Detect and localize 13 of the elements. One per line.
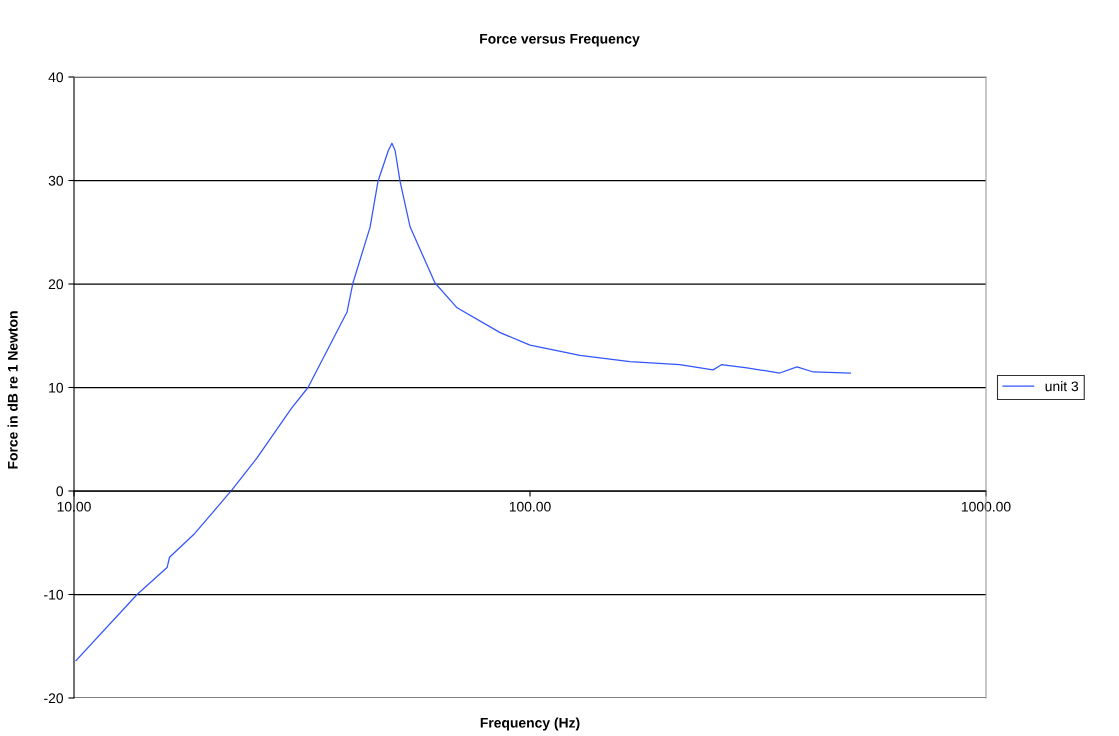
y-tick-label: 40 [48, 72, 64, 83]
legend-label: unit 3 [1045, 381, 1079, 392]
y-tick-label: -20 [44, 693, 64, 704]
x-tick-label: 1000.00 [961, 501, 1011, 512]
y-axis-title: Force in dB re 1 Newton [7, 311, 18, 469]
chart-title: Force versus Frequency [480, 34, 640, 47]
x-axis-title: Frequency (Hz) [480, 717, 580, 731]
x-tick-label: 100.00 [509, 501, 551, 512]
y-tick-label: 10 [49, 382, 64, 393]
y-tick-label: -10 [44, 589, 64, 600]
y-tick-label: 0 [56, 486, 64, 497]
y-tick-label: 20 [48, 279, 64, 290]
y-tick-label: 30 [48, 175, 64, 186]
